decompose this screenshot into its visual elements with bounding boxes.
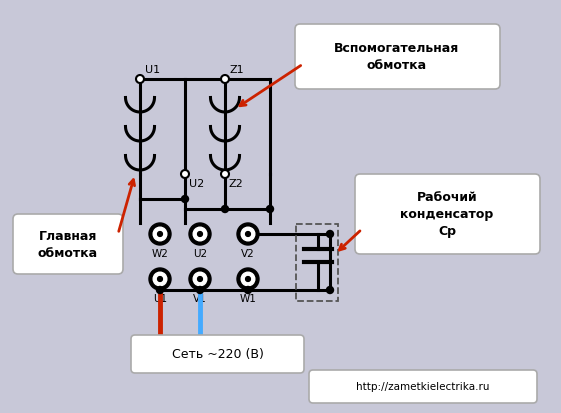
Circle shape xyxy=(327,287,333,294)
Text: Вспомогательная
обмотка: Вспомогательная обмотка xyxy=(334,42,459,72)
Circle shape xyxy=(197,232,203,237)
Circle shape xyxy=(245,287,251,294)
Text: W2: W2 xyxy=(151,248,168,259)
Circle shape xyxy=(193,273,207,286)
Text: http://zametkielectrika.ru: http://zametkielectrika.ru xyxy=(356,381,490,391)
Circle shape xyxy=(196,287,204,294)
Text: V2: V2 xyxy=(241,248,255,259)
Circle shape xyxy=(246,232,250,237)
Circle shape xyxy=(237,223,259,245)
Circle shape xyxy=(153,228,167,241)
Circle shape xyxy=(189,268,211,290)
Text: Главная
обмотка: Главная обмотка xyxy=(38,230,98,259)
Circle shape xyxy=(182,171,188,178)
Bar xyxy=(296,224,338,301)
Circle shape xyxy=(157,287,163,294)
Text: U2: U2 xyxy=(193,248,207,259)
Circle shape xyxy=(222,77,228,83)
FancyBboxPatch shape xyxy=(355,175,540,254)
Circle shape xyxy=(327,231,333,238)
Circle shape xyxy=(158,232,163,237)
Circle shape xyxy=(182,196,188,203)
Circle shape xyxy=(193,228,207,241)
FancyBboxPatch shape xyxy=(13,214,123,274)
Text: W1: W1 xyxy=(240,293,256,303)
Text: U1: U1 xyxy=(145,65,160,75)
FancyBboxPatch shape xyxy=(309,370,537,403)
Text: Сеть ~220 (В): Сеть ~220 (В) xyxy=(172,348,264,361)
Circle shape xyxy=(197,277,203,282)
FancyBboxPatch shape xyxy=(131,335,304,373)
Text: Z1: Z1 xyxy=(230,65,245,75)
Circle shape xyxy=(241,273,255,286)
Text: U2: U2 xyxy=(189,178,204,189)
Circle shape xyxy=(153,273,167,286)
Circle shape xyxy=(149,223,171,245)
Circle shape xyxy=(158,277,163,282)
Text: Рабочий
конденсатор
Ср: Рабочий конденсатор Ср xyxy=(401,191,494,238)
Circle shape xyxy=(246,277,250,282)
FancyBboxPatch shape xyxy=(295,25,500,90)
Text: U1: U1 xyxy=(153,293,167,303)
Circle shape xyxy=(149,268,171,290)
Text: Z2: Z2 xyxy=(229,178,243,189)
Circle shape xyxy=(266,206,274,213)
Circle shape xyxy=(137,77,143,83)
Circle shape xyxy=(222,171,228,178)
Circle shape xyxy=(222,206,228,213)
Circle shape xyxy=(241,228,255,241)
Circle shape xyxy=(237,268,259,290)
Text: V1: V1 xyxy=(193,293,207,303)
Circle shape xyxy=(189,223,211,245)
